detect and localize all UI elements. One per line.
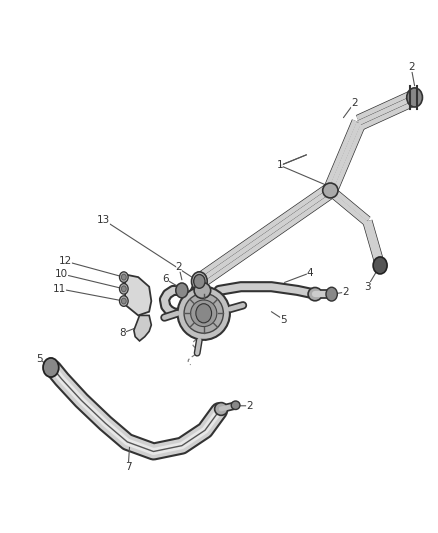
- Text: 4: 4: [285, 268, 313, 282]
- Text: 2: 2: [408, 62, 415, 86]
- Circle shape: [191, 272, 207, 291]
- Circle shape: [121, 286, 126, 292]
- Ellipse shape: [184, 293, 223, 333]
- Text: 7: 7: [125, 447, 131, 472]
- Text: 8: 8: [120, 326, 141, 338]
- Circle shape: [407, 88, 423, 107]
- Circle shape: [326, 287, 337, 301]
- Circle shape: [196, 304, 212, 323]
- Polygon shape: [125, 274, 151, 316]
- Text: 5: 5: [272, 312, 287, 325]
- Ellipse shape: [177, 287, 230, 340]
- Text: 9: 9: [189, 293, 201, 307]
- Text: 11: 11: [53, 284, 124, 301]
- Text: 2: 2: [176, 262, 182, 280]
- Text: 2: 2: [343, 98, 358, 118]
- Text: 5: 5: [36, 354, 51, 368]
- Ellipse shape: [215, 402, 228, 415]
- Polygon shape: [134, 316, 151, 341]
- Circle shape: [120, 272, 128, 282]
- Text: 12: 12: [59, 256, 124, 277]
- Ellipse shape: [231, 401, 240, 409]
- Text: 6: 6: [162, 274, 182, 289]
- Circle shape: [194, 274, 205, 288]
- Text: 2: 2: [332, 287, 349, 297]
- Ellipse shape: [308, 287, 322, 301]
- Ellipse shape: [194, 282, 211, 298]
- Circle shape: [120, 284, 128, 294]
- Circle shape: [121, 298, 126, 304]
- Text: 13: 13: [97, 215, 198, 281]
- Text: 10: 10: [55, 269, 124, 289]
- Circle shape: [121, 274, 126, 280]
- Circle shape: [373, 257, 387, 274]
- Ellipse shape: [323, 183, 338, 198]
- Text: 2: 2: [228, 401, 253, 411]
- Text: 3: 3: [364, 265, 380, 292]
- Circle shape: [43, 358, 59, 377]
- Ellipse shape: [191, 300, 217, 327]
- Circle shape: [120, 296, 128, 306]
- Text: 1: 1: [277, 155, 306, 171]
- Circle shape: [176, 283, 188, 298]
